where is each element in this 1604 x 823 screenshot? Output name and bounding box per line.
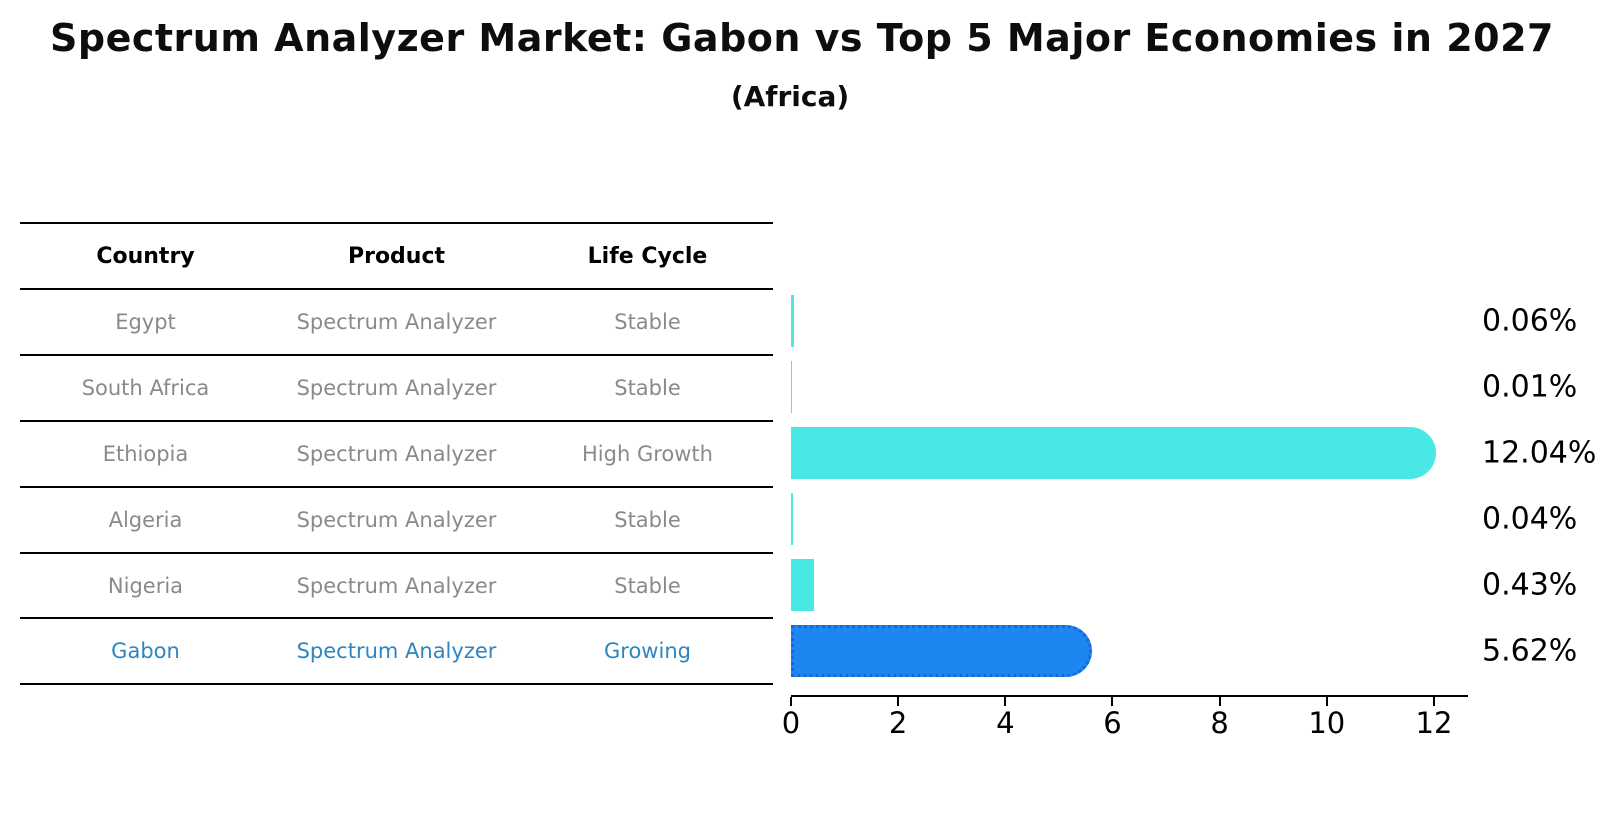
table-row-south-africa: South Africa Spectrum Analyzer Stable: [20, 356, 773, 422]
value-label-nigeria: 0.43%: [1482, 567, 1578, 603]
cell-product: Spectrum Analyzer: [296, 639, 497, 664]
cell-country: Algeria: [108, 507, 183, 532]
cell-country: Gabon: [111, 639, 180, 664]
table-row-nigeria: Nigeria Spectrum Analyzer Stable: [20, 554, 773, 620]
cell-product: Spectrum Analyzer: [296, 573, 497, 598]
x-axis-tick-label: 8: [1210, 706, 1229, 740]
cell-life-cycle: Stable: [614, 375, 681, 400]
x-axis-tick-label: 2: [888, 706, 908, 740]
cell-life-cycle: Stable: [614, 507, 681, 532]
cell-country: Ethiopia: [102, 441, 189, 466]
x-axis-tick: [1325, 697, 1328, 706]
x-axis-tick: [1111, 697, 1114, 706]
cell-country: Nigeria: [107, 573, 184, 598]
bar-south-africa: [791, 360, 793, 413]
chart-title: Spectrum Analyzer Market: Gabon vs Top 5…: [50, 16, 1554, 60]
x-axis-tick-label: 12: [1415, 706, 1453, 740]
x-axis-tick: [1218, 697, 1221, 706]
table-row-algeria: Algeria Spectrum Analyzer Stable: [20, 488, 773, 554]
column-header-life-cycle: Life Cycle: [587, 243, 708, 269]
x-axis-tick-label: 10: [1308, 706, 1346, 740]
table-header-row: Country Product Life Cycle: [20, 224, 773, 290]
bar-ethiopia: [791, 426, 1437, 479]
cell-life-cycle: Stable: [614, 309, 681, 334]
table-body: Egypt Spectrum Analyzer Stable South Africa…: [20, 290, 773, 686]
x-axis-tick-label: 0: [781, 706, 801, 740]
column-header-product: Product: [347, 243, 446, 269]
x-axis-line: [791, 695, 1468, 697]
cell-country: South Africa: [81, 375, 210, 400]
bar-egypt: [791, 295, 795, 347]
x-axis-tick: [897, 697, 900, 706]
value-label-south-africa: 0.01%: [1482, 369, 1578, 405]
cell-product: Spectrum Analyzer: [296, 507, 497, 532]
cell-country: Egypt: [115, 309, 176, 334]
value-label-algeria: 0.04%: [1482, 501, 1578, 537]
cell-product: Spectrum Analyzer: [296, 309, 497, 334]
cell-life-cycle: Stable: [614, 573, 681, 598]
x-axis-tick: [1432, 697, 1435, 706]
column-header-country: Country: [96, 243, 195, 269]
table-row-egypt: Egypt Spectrum Analyzer Stable: [20, 290, 773, 356]
comparison-table: Country Product Life Cycle Egypt Spectrum…: [20, 222, 773, 686]
bar-gabon: [791, 624, 1093, 677]
cell-product: Spectrum Analyzer: [296, 375, 497, 400]
value-label-ethiopia: 12.04%: [1482, 435, 1597, 471]
cell-life-cycle: High Growth: [582, 441, 713, 466]
value-label-gabon: 5.62%: [1482, 633, 1578, 668]
x-axis-tick: [790, 697, 792, 706]
value-label-egypt: 0.06%: [1482, 303, 1578, 339]
chart-subtitle: (Africa): [730, 80, 850, 113]
bar-nigeria: [791, 558, 815, 611]
table-row-gabon: Gabon Spectrum Analyzer Growing: [20, 619, 773, 686]
x-axis-tick-label: 6: [1103, 706, 1122, 740]
bar-algeria: [791, 492, 794, 545]
cell-life-cycle: Growing: [604, 639, 691, 664]
x-axis-tick-label: 4: [996, 706, 1015, 740]
cell-product: Spectrum Analyzer: [296, 441, 497, 466]
x-axis-tick: [1004, 697, 1007, 706]
table-row-ethiopia: Ethiopia Spectrum Analyzer High Growth: [20, 422, 773, 488]
